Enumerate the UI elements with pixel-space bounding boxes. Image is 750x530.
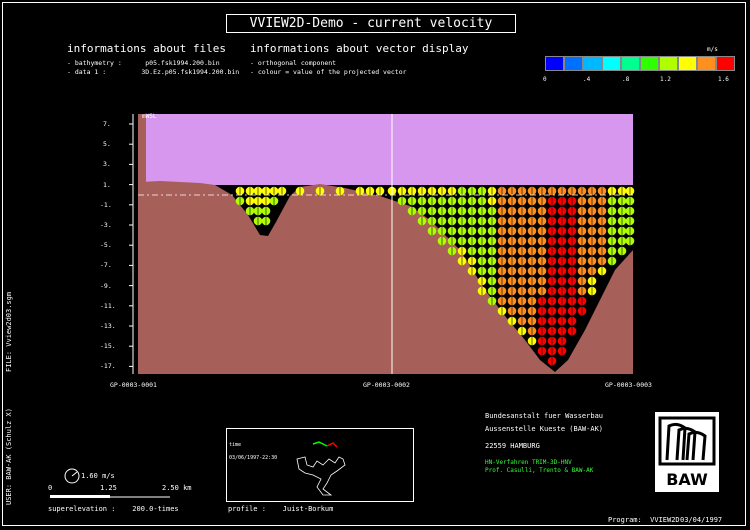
speed-reference-circle — [64, 468, 80, 484]
y-tick-label: 1. — [103, 180, 111, 189]
vectors-line1: - orthogonal component — [250, 59, 337, 67]
speed-label: 1.60 m/s — [81, 472, 115, 480]
colorbar-swatch — [716, 56, 735, 71]
org-line1: Bundesanstalt fuer Wasserbau — [485, 412, 604, 420]
y-axis-label: mWSL — [142, 113, 157, 120]
riverbed-profile — [138, 114, 633, 374]
y-tick-label: -9. — [100, 281, 112, 290]
colorbar-swatch — [621, 56, 640, 71]
scale-0: 0 — [48, 484, 53, 492]
coastline-map — [296, 441, 346, 496]
distance-scale-bar — [50, 495, 110, 498]
x-label-1: GP-0003-0001 — [110, 381, 157, 389]
y-tick-label: -1. — [100, 200, 112, 209]
profile-track-end — [326, 442, 338, 448]
coastline — [296, 456, 346, 496]
y-tick-label: 5. — [103, 140, 111, 149]
y-tick-label: 7. — [103, 120, 111, 128]
colorbar — [545, 56, 735, 71]
colorbar-label-2: .8 — [622, 76, 630, 83]
window-title: VVIEW2D-Demo - current velocity — [226, 14, 516, 33]
y-tick-label: -17. — [100, 362, 116, 371]
colorbar-label-4: 1.6 — [718, 76, 729, 83]
baw-logo: BAW — [655, 412, 719, 492]
file-label: FILE: Vview2d03.sgm — [5, 291, 13, 372]
colorbar-swatch — [564, 56, 583, 71]
scale-1: 1.25 — [100, 484, 117, 492]
org-line4: HN-Verfahren TRIM-3D-HNV — [485, 459, 572, 466]
location-inset-map: time 03/06/1997-22:30 — [226, 428, 414, 502]
air-region — [138, 114, 633, 185]
profile-track — [312, 441, 328, 447]
colorbar-label-1: .4 — [583, 76, 591, 83]
colorbar-swatch — [659, 56, 678, 71]
inset-time-value: 03/06/1997-22:30 — [229, 455, 278, 461]
speed-reference-arrow — [71, 471, 78, 477]
x-label-3: GP-0003-0003 — [605, 381, 652, 389]
colorbar-swatch — [640, 56, 659, 71]
y-tick-label: -15. — [100, 342, 116, 351]
program-label: Program: VVIEW2D — [608, 516, 680, 524]
colorbar-swatch — [697, 56, 716, 71]
org-line5: Prof. Casulli, Trento & BAW-AK — [485, 467, 594, 474]
date-label: 03/04/1997 — [680, 516, 723, 524]
colorbar-label-3: 1.2 — [660, 76, 671, 83]
profile-label: profile : Juist-Borkum — [228, 505, 334, 513]
colorbar-unit: m/s — [707, 46, 718, 53]
y-tick-label: -13. — [100, 322, 116, 330]
baw-logo-text: BAW — [666, 470, 708, 489]
files-line1: - bathymetry : p05.fsk1994.200.bin — [67, 59, 220, 67]
y-tick-label: -3. — [100, 221, 112, 229]
files-heading: informations about files — [67, 42, 226, 55]
vectors-line2: - colour = value of the projected vector — [250, 68, 407, 76]
y-tick-label: -11. — [100, 301, 116, 310]
org-line3: 22559 HAMBURG — [485, 442, 540, 450]
org-line2: Aussenstelle Kueste (BAW-AK) — [485, 425, 604, 433]
vectors-heading: informations about vector display — [250, 42, 469, 55]
colorbar-swatch — [583, 56, 602, 71]
files-line2: - data 1 : 3D.Ez.p05.fsk1994.200.bin — [67, 68, 240, 76]
y-tick-label: -7. — [100, 261, 112, 270]
y-tick-label: 3. — [103, 160, 111, 169]
baw-logo-graphic — [658, 416, 716, 466]
y-tick-label: -5. — [100, 241, 112, 250]
x-label-2: GP-0003-0002 — [363, 381, 410, 389]
user-label: USER: BAW-AK (Schulz X) — [5, 408, 13, 505]
colorbar-label-0: 0 — [543, 76, 547, 83]
colorbar-swatch — [678, 56, 697, 71]
scale-2: 2.50 km — [162, 484, 192, 492]
colorbar-swatch — [545, 56, 564, 71]
colorbar-swatch — [602, 56, 621, 71]
scale-legend — [50, 468, 170, 498]
superelevation-label: superelevation : 200.0-times — [48, 505, 179, 513]
inset-time-label: time — [229, 442, 242, 448]
